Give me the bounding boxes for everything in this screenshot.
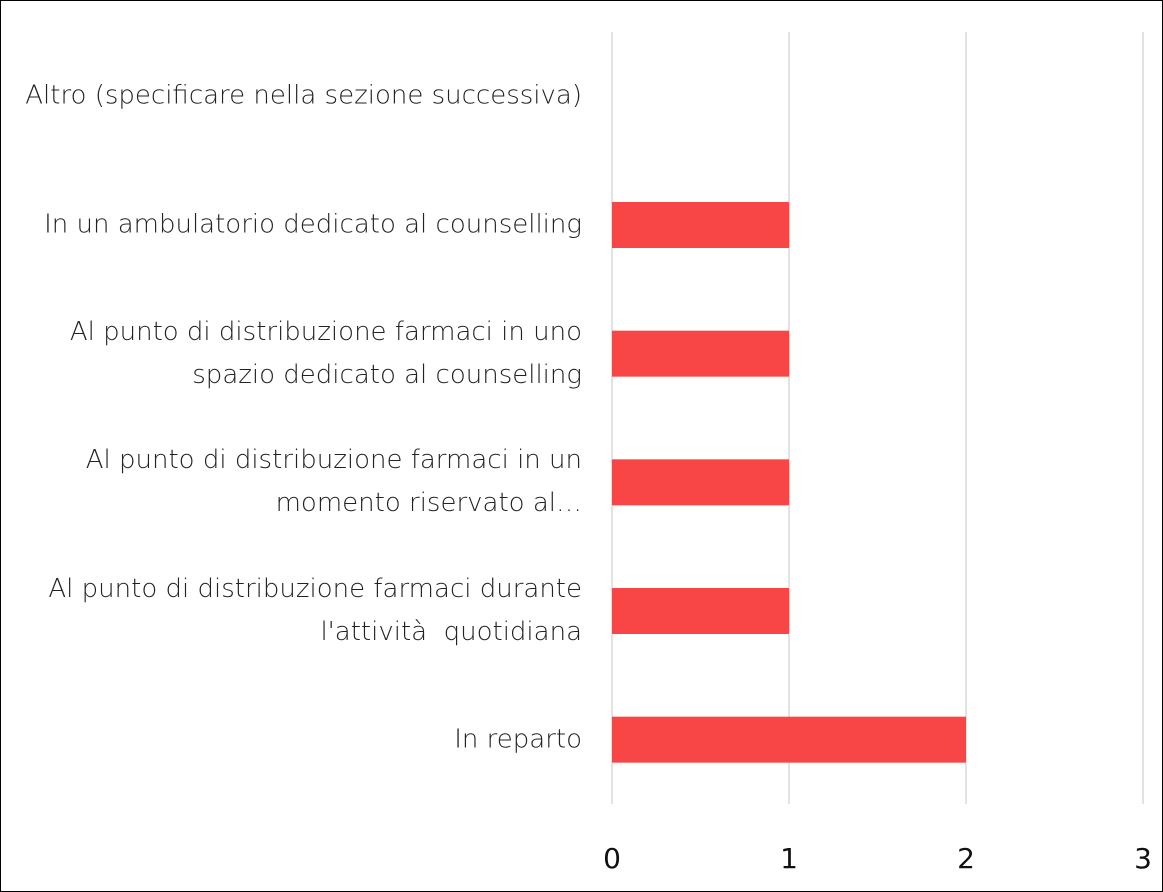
bar	[612, 202, 789, 248]
bar	[612, 330, 789, 377]
bar	[612, 459, 789, 506]
y-tick-label: In reparto	[454, 724, 582, 755]
x-tick-label: 2	[957, 842, 975, 875]
x-tick-label: 3	[1134, 842, 1152, 875]
y-tick-label: Al punto di distribuzione farmaci in uno…	[69, 316, 591, 390]
x-tick-label: 0	[603, 842, 621, 875]
y-tick-label: In un ambulatorio dedicato al counsellin…	[44, 209, 582, 240]
bar	[612, 716, 966, 763]
bar	[612, 588, 789, 634]
y-tick-label: Altro (specificare nella sezione success…	[25, 80, 582, 111]
x-tick-label: 1	[780, 842, 798, 875]
y-tick-label: Al punto di distribuzione farmaci durant…	[48, 574, 591, 647]
y-tick-label: Al punto di distribuzione farmaci in un …	[85, 445, 591, 519]
